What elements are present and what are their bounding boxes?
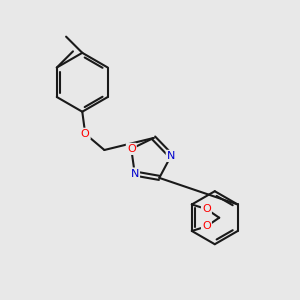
Text: O: O [202,204,211,214]
Text: N: N [130,169,139,178]
Text: O: O [127,144,136,154]
Text: O: O [202,221,211,231]
Text: N: N [167,151,175,161]
Text: O: O [81,129,90,139]
